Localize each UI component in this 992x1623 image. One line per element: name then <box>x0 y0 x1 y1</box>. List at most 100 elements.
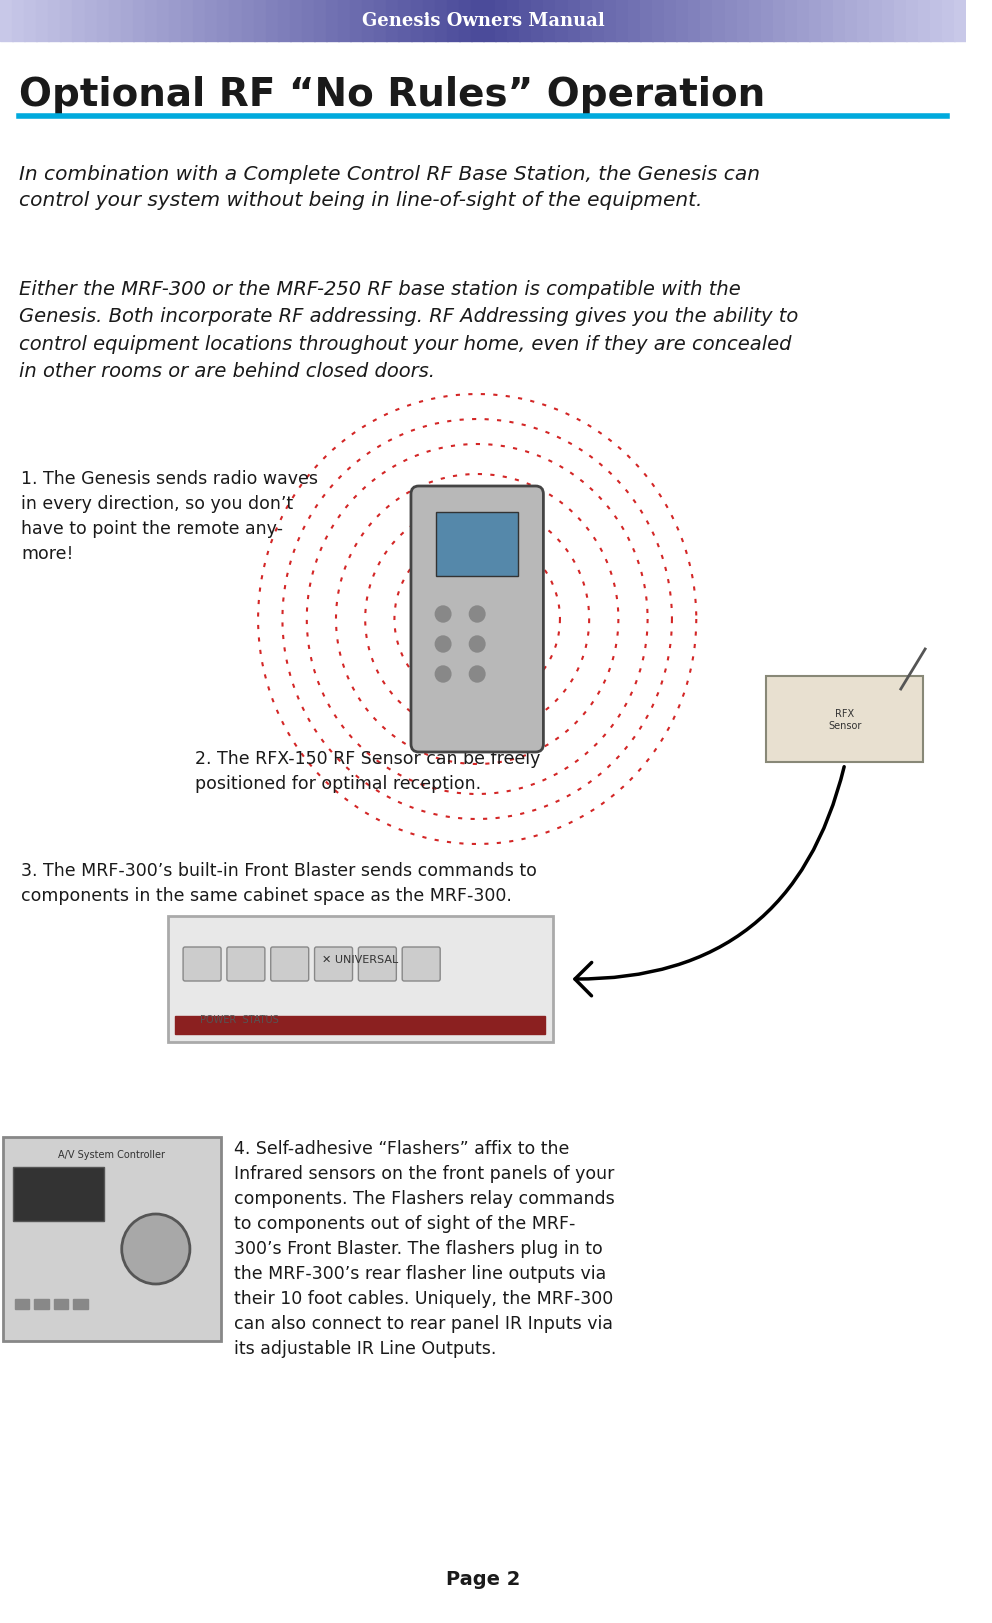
Bar <box>399 0 412 42</box>
Bar <box>362 0 375 42</box>
Bar <box>700 0 713 42</box>
Bar <box>446 0 460 42</box>
Bar <box>278 0 291 42</box>
Bar <box>241 0 255 42</box>
Bar <box>0 0 13 42</box>
Bar <box>833 0 846 42</box>
Text: In combination with a Complete Control RF Base Station, the Genesis can
control : In combination with a Complete Control R… <box>20 166 761 211</box>
Bar <box>24 0 38 42</box>
Bar <box>176 1016 546 1034</box>
Bar <box>84 0 97 42</box>
Bar <box>906 0 919 42</box>
Bar <box>49 0 62 42</box>
Bar <box>737 0 750 42</box>
Circle shape <box>469 636 485 652</box>
Bar <box>616 0 629 42</box>
Circle shape <box>122 1214 189 1284</box>
Bar <box>821 0 834 42</box>
Bar <box>326 0 339 42</box>
Bar <box>761 0 774 42</box>
Bar <box>193 0 206 42</box>
FancyBboxPatch shape <box>227 948 265 982</box>
Bar <box>604 0 617 42</box>
Bar <box>434 0 447 42</box>
FancyBboxPatch shape <box>184 948 221 982</box>
Circle shape <box>435 636 451 652</box>
FancyBboxPatch shape <box>168 917 554 1042</box>
Bar <box>459 0 472 42</box>
Bar <box>797 0 810 42</box>
Bar <box>869 0 883 42</box>
Bar <box>73 1298 87 1310</box>
Circle shape <box>435 667 451 683</box>
Bar <box>15 1298 29 1310</box>
Bar <box>483 0 496 42</box>
Bar <box>628 0 641 42</box>
Bar <box>54 1298 68 1310</box>
Bar <box>567 0 580 42</box>
Bar <box>205 0 218 42</box>
Bar <box>495 0 508 42</box>
Bar <box>556 0 568 42</box>
Bar <box>350 0 363 42</box>
Bar <box>266 0 279 42</box>
Bar <box>773 0 786 42</box>
FancyBboxPatch shape <box>314 948 352 982</box>
Bar <box>374 0 388 42</box>
Bar <box>688 0 701 42</box>
Text: 4. Self-adhesive “Flashers” affix to the
Infrared sensors on the front panels of: 4. Self-adhesive “Flashers” affix to the… <box>234 1139 614 1357</box>
Bar <box>423 0 435 42</box>
Bar <box>845 0 858 42</box>
Bar <box>941 0 955 42</box>
Text: 2. The RFX-150 RF Sensor can be freely
positioned for optimal reception.: 2. The RFX-150 RF Sensor can be freely p… <box>194 750 540 792</box>
FancyBboxPatch shape <box>411 487 544 753</box>
Bar <box>640 0 653 42</box>
Bar <box>712 0 725 42</box>
Text: A/V System Controller: A/V System Controller <box>59 1149 166 1159</box>
Bar <box>37 0 50 42</box>
Circle shape <box>469 667 485 683</box>
Bar <box>254 0 267 42</box>
Bar <box>229 0 242 42</box>
Bar <box>507 0 520 42</box>
Bar <box>96 0 110 42</box>
FancyArrowPatch shape <box>575 768 844 997</box>
Bar <box>34 1298 49 1310</box>
Bar <box>519 0 533 42</box>
Bar <box>930 0 942 42</box>
Bar <box>724 0 738 42</box>
Text: Either the MRF-300 or the MRF-250 RF base station is compatible with the
Genesis: Either the MRF-300 or the MRF-250 RF bas… <box>20 279 799 380</box>
FancyBboxPatch shape <box>436 513 518 576</box>
Text: Page 2: Page 2 <box>445 1569 520 1589</box>
Bar <box>954 0 967 42</box>
Bar <box>72 0 85 42</box>
Bar <box>109 0 122 42</box>
FancyBboxPatch shape <box>358 948 397 982</box>
Bar <box>882 0 895 42</box>
Bar <box>145 0 158 42</box>
Text: POWER  STATUS: POWER STATUS <box>199 1014 279 1024</box>
FancyBboxPatch shape <box>271 948 309 982</box>
Bar <box>133 0 146 42</box>
Bar <box>471 0 484 42</box>
FancyBboxPatch shape <box>767 677 924 763</box>
Bar <box>591 0 605 42</box>
Bar <box>749 0 762 42</box>
FancyBboxPatch shape <box>13 1167 104 1220</box>
Bar <box>857 0 870 42</box>
Bar <box>387 0 400 42</box>
Bar <box>61 0 73 42</box>
Bar <box>290 0 303 42</box>
Bar <box>894 0 907 42</box>
Bar <box>665 0 678 42</box>
Bar <box>918 0 930 42</box>
Bar <box>809 0 822 42</box>
Circle shape <box>435 607 451 623</box>
Text: ✕ UNIVERSAL: ✕ UNIVERSAL <box>322 954 399 964</box>
Bar <box>157 0 170 42</box>
Bar <box>677 0 689 42</box>
Bar <box>302 0 314 42</box>
Bar <box>785 0 798 42</box>
Bar <box>652 0 665 42</box>
Bar <box>121 0 134 42</box>
